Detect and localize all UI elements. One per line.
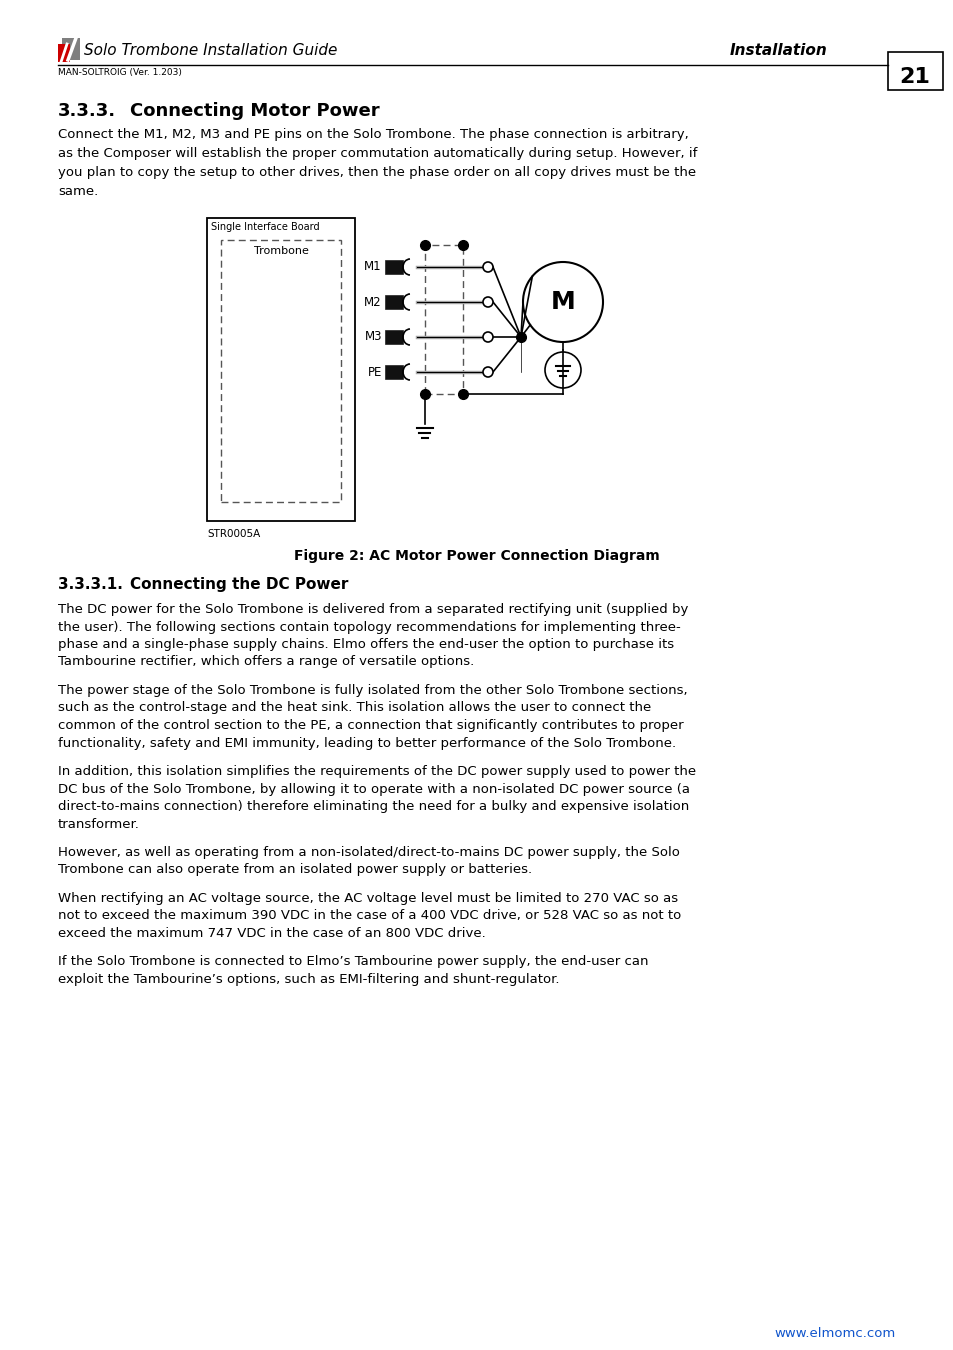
Circle shape <box>482 297 493 306</box>
Text: Connecting the DC Power: Connecting the DC Power <box>130 576 348 593</box>
Text: Installation: Installation <box>729 43 827 58</box>
Text: exceed the maximum 747 VDC in the case of an 800 VDC drive.: exceed the maximum 747 VDC in the case o… <box>58 927 485 940</box>
Text: www.elmomc.com: www.elmomc.com <box>774 1327 895 1341</box>
Text: M: M <box>550 290 575 315</box>
FancyBboxPatch shape <box>385 261 402 274</box>
FancyBboxPatch shape <box>385 329 402 344</box>
Text: direct-to-mains connection) therefore eliminating the need for a bulky and expen: direct-to-mains connection) therefore el… <box>58 801 688 813</box>
Circle shape <box>522 262 602 342</box>
Text: common of the control section to the PE, a connection that significantly contrib: common of the control section to the PE,… <box>58 720 683 732</box>
Text: The power stage of the Solo Trombone is fully isolated from the other Solo Tromb: The power stage of the Solo Trombone is … <box>58 684 687 697</box>
Circle shape <box>482 332 493 342</box>
Text: However, as well as operating from a non-isolated/direct-to-mains DC power suppl: However, as well as operating from a non… <box>58 846 679 859</box>
Text: When rectifying an AC voltage source, the AC voltage level must be limited to 27: When rectifying an AC voltage source, th… <box>58 892 678 904</box>
Text: Trombone can also operate from an isolated power supply or batteries.: Trombone can also operate from an isolat… <box>58 864 532 876</box>
Text: M1: M1 <box>364 261 381 274</box>
FancyBboxPatch shape <box>207 217 355 521</box>
Text: PE: PE <box>367 366 381 378</box>
FancyBboxPatch shape <box>385 296 402 309</box>
Text: MAN-SOLTROIG (Ver. 1.203): MAN-SOLTROIG (Ver. 1.203) <box>58 68 182 77</box>
Text: STR0005A: STR0005A <box>207 529 260 539</box>
Polygon shape <box>62 38 80 59</box>
Text: transformer.: transformer. <box>58 818 140 830</box>
Text: M3: M3 <box>364 331 381 343</box>
FancyBboxPatch shape <box>887 53 942 90</box>
Text: Connecting Motor Power: Connecting Motor Power <box>130 103 379 120</box>
Text: DC bus of the Solo Trombone, by allowing it to operate with a non-isolated DC po: DC bus of the Solo Trombone, by allowing… <box>58 783 689 795</box>
Text: If the Solo Trombone is connected to Elmo’s Tambourine power supply, the end-use: If the Solo Trombone is connected to Elm… <box>58 956 648 968</box>
FancyBboxPatch shape <box>424 244 462 394</box>
Circle shape <box>482 262 493 271</box>
Text: Connect the M1, M2, M3 and PE pins on the Solo Trombone. The phase connection is: Connect the M1, M2, M3 and PE pins on th… <box>58 128 688 140</box>
Text: 21: 21 <box>899 68 929 86</box>
Text: In addition, this isolation simplifies the requirements of the DC power supply u: In addition, this isolation simplifies t… <box>58 765 696 778</box>
Text: Single Interface Board: Single Interface Board <box>211 221 319 232</box>
Text: phase and a single-phase supply chains. Elmo offers the end-user the option to p: phase and a single-phase supply chains. … <box>58 639 674 651</box>
Text: 3.3.3.: 3.3.3. <box>58 103 116 120</box>
Text: exploit the Tambourine’s options, such as EMI-filtering and shunt-regulator.: exploit the Tambourine’s options, such a… <box>58 973 558 985</box>
Text: functionality, safety and EMI immunity, leading to better performance of the Sol: functionality, safety and EMI immunity, … <box>58 737 676 749</box>
FancyBboxPatch shape <box>221 240 340 502</box>
Text: M2: M2 <box>364 296 381 309</box>
Text: 3.3.3.1.: 3.3.3.1. <box>58 576 123 593</box>
Text: the user). The following sections contain topology recommendations for implement: the user). The following sections contai… <box>58 621 680 633</box>
Text: you plan to copy the setup to other drives, then the phase order on all copy dri: you plan to copy the setup to other driv… <box>58 166 696 180</box>
Text: Tambourine rectifier, which offers a range of versatile options.: Tambourine rectifier, which offers a ran… <box>58 656 474 668</box>
Text: The DC power for the Solo Trombone is delivered from a separated rectifying unit: The DC power for the Solo Trombone is de… <box>58 603 688 616</box>
Text: as the Composer will establish the proper commutation automatically during setup: as the Composer will establish the prope… <box>58 147 697 161</box>
FancyBboxPatch shape <box>385 364 402 379</box>
Polygon shape <box>58 45 70 62</box>
Text: not to exceed the maximum 390 VDC in the case of a 400 VDC drive, or 528 VAC so : not to exceed the maximum 390 VDC in the… <box>58 910 680 922</box>
Text: Trombone: Trombone <box>253 246 308 256</box>
Text: such as the control-stage and the heat sink. This isolation allows the user to c: such as the control-stage and the heat s… <box>58 702 651 714</box>
Circle shape <box>482 367 493 377</box>
Text: Figure 2: AC Motor Power Connection Diagram: Figure 2: AC Motor Power Connection Diag… <box>294 549 659 563</box>
Text: same.: same. <box>58 185 98 198</box>
Text: Solo Trombone Installation Guide: Solo Trombone Installation Guide <box>84 43 337 58</box>
